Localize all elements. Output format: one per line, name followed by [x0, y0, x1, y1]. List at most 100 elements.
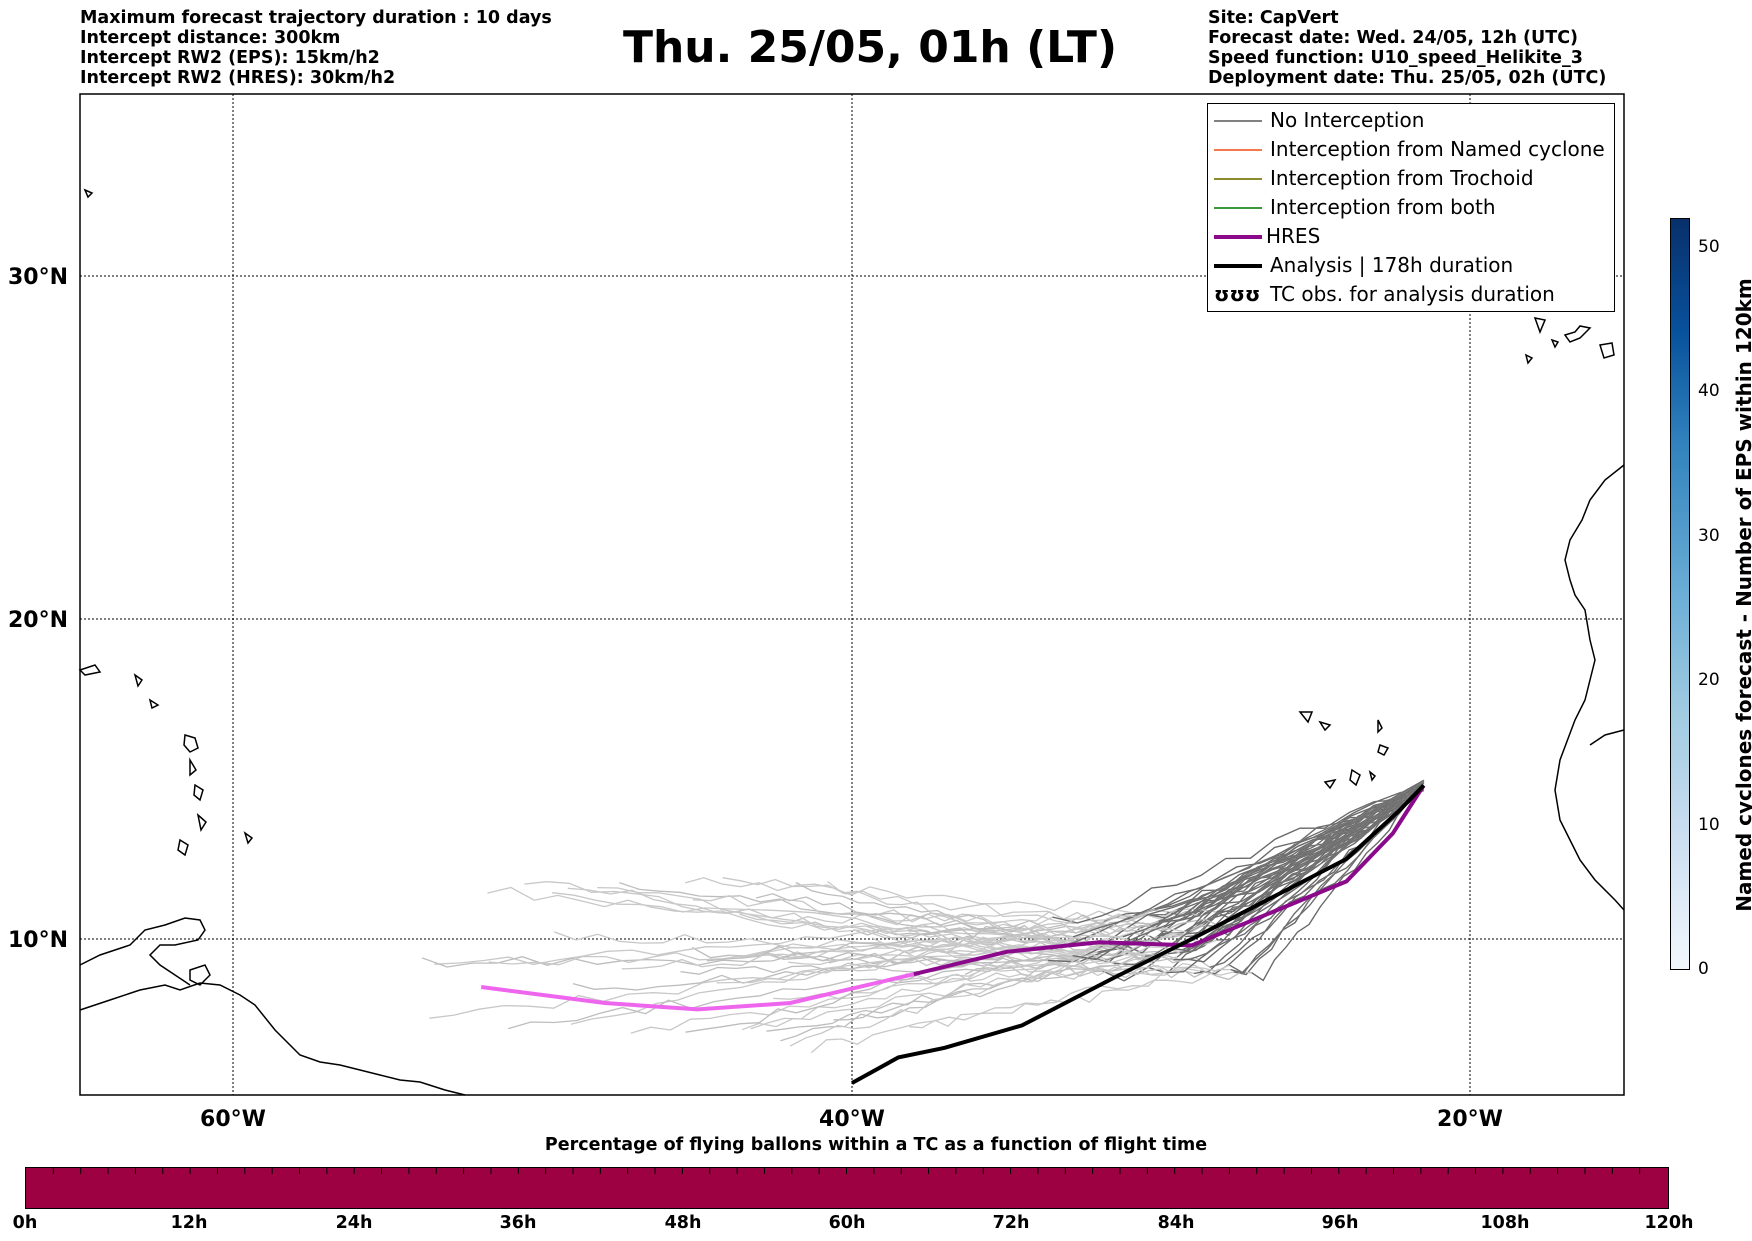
header-right-line: Deployment date: Thu. 25/05, 02h (UTC) — [1208, 68, 1607, 88]
coast-capeverde-3 — [1377, 719, 1383, 734]
header-left: Maximum forecast trajectory duration : 1… — [80, 8, 552, 88]
legend-swatch — [1214, 264, 1262, 268]
legend-item: Interception from both — [1208, 193, 1614, 222]
legend-swatch — [1214, 235, 1262, 239]
coast-antilles-6 — [243, 831, 254, 845]
coast-capeverde-7 — [1368, 770, 1377, 782]
map-legend: No Interception Interception from Named … — [1207, 103, 1615, 312]
coast-antilles-1 — [183, 734, 199, 753]
hbar-tick: 36h — [499, 1213, 537, 1233]
coast-antilles-10 — [83, 188, 94, 199]
coast-south-america — [79, 982, 466, 1096]
legend-item: Interception from Named cyclone — [1208, 135, 1614, 164]
legend-swatch — [1214, 178, 1262, 180]
header-right-line: Forecast date: Wed. 24/05, 12h (UTC) — [1208, 28, 1579, 48]
coast-canary-2 — [1563, 325, 1592, 343]
ensemble-track-near — [1052, 788, 1424, 924]
coast-africa — [1554, 464, 1625, 911]
coast-antilles-4 — [196, 812, 207, 832]
header-right-line: Speed function: U10_speed_Helikite_3 — [1208, 48, 1583, 68]
map-gridlines — [80, 94, 1624, 1095]
vertical-colorbar — [1670, 218, 1690, 970]
header-right-line: Site: CapVert — [1208, 8, 1339, 28]
horizontal-colorbar — [25, 1167, 1669, 1209]
legend-label: Interception from both — [1270, 195, 1496, 219]
hres-track — [913, 784, 1426, 977]
hbar-tick: 108h — [1480, 1213, 1530, 1233]
coast-canary-3 — [1599, 342, 1615, 359]
header-left-line: Intercept distance: 300km — [80, 28, 341, 48]
legend-swatch — [1214, 120, 1262, 122]
legend-label: HRES — [1266, 224, 1321, 248]
coast-capeverde-1 — [1298, 711, 1314, 724]
legend-swatch — [1214, 149, 1262, 151]
hbar-ticks — [52, 1168, 1641, 1174]
tc-symbol-icon: ʊʊʊ — [1214, 282, 1261, 306]
lat-label-10n: 10°N — [8, 928, 68, 953]
hbar-tick: 12h — [170, 1213, 208, 1233]
coast-antilles-8 — [133, 673, 144, 688]
ensemble-track-near — [1174, 780, 1425, 952]
hbar-tick: 24h — [335, 1213, 373, 1233]
hbar-tick: 48h — [664, 1213, 702, 1233]
coast-canary-4 — [1524, 353, 1534, 365]
colorbar-tick: 30 — [1698, 526, 1720, 546]
ensemble-track — [869, 779, 1425, 926]
ensemble-track — [788, 787, 1424, 966]
lon-label-20w: 20°W — [1437, 1107, 1503, 1132]
coast-antilles-9 — [148, 698, 160, 710]
analysis-track — [851, 784, 1426, 1085]
coast-antilles-2 — [189, 757, 197, 777]
colorbar-label: Named cyclones forecast - Number of EPS … — [1732, 278, 1752, 912]
ensemble-track-near — [1233, 788, 1425, 976]
hbar-tick: 60h — [828, 1213, 866, 1233]
hbar-tick: 0h — [12, 1213, 38, 1233]
ensemble-track-near — [1173, 786, 1425, 961]
coast-canary-1 — [1533, 317, 1547, 335]
legend-item: Analysis | 178h duration — [1208, 251, 1614, 280]
legend-label: Interception from Trochoid — [1270, 166, 1534, 190]
ensemble-track-near — [1149, 788, 1424, 948]
coast-capeverde-6 — [1349, 768, 1361, 787]
colorbar-tick: 20 — [1698, 670, 1720, 690]
coastlines — [78, 188, 1625, 1096]
ensemble-trajectories — [421, 779, 1425, 1054]
hres-track-early — [480, 972, 915, 1012]
hbar-tick: 120h — [1644, 1213, 1694, 1233]
horizontal-colorbar-title: Percentage of flying ballons within a TC… — [544, 1135, 1208, 1155]
hbar-tick: 96h — [1321, 1213, 1359, 1233]
legend-item: No Interception — [1208, 106, 1614, 135]
legend-item: HRES — [1208, 222, 1614, 251]
colorbar-tick: 40 — [1698, 381, 1720, 401]
ensemble-track-near — [1072, 786, 1424, 938]
legend-label: Analysis | 178h duration — [1270, 253, 1514, 277]
ensemble-track-near — [1188, 782, 1425, 963]
coast-antilles-7 — [78, 664, 102, 676]
coast-capeverde-5 — [1323, 778, 1337, 790]
lon-label-60w: 60°W — [200, 1107, 266, 1132]
legend-item: ʊʊʊ TC obs. for analysis duration — [1208, 280, 1614, 309]
legend-item: Interception from Trochoid — [1208, 164, 1614, 193]
coast-antilles-5 — [177, 838, 189, 857]
coast-capeverde-2 — [1318, 720, 1332, 732]
coast-capeverde-4 — [1377, 744, 1390, 756]
coast-canary-5 — [1550, 338, 1560, 349]
header-right: Site: CapVert Forecast date: Wed. 24/05,… — [1208, 8, 1606, 88]
colorbar-tick: 50 — [1698, 237, 1720, 257]
lon-label-40w: 40°W — [819, 1107, 885, 1132]
hbar-tick: 72h — [992, 1213, 1030, 1233]
legend-label: Interception from Named cyclone — [1270, 137, 1605, 161]
coast-venezuela-peninsula — [79, 917, 206, 986]
coast-antilles-3 — [193, 783, 204, 802]
legend-label: TC obs. for analysis duration — [1270, 282, 1555, 306]
map-frame — [79, 93, 1625, 1096]
legend-swatch — [1214, 207, 1262, 209]
hbar-tick: 84h — [1157, 1213, 1195, 1233]
lat-label-20n: 20°N — [8, 608, 68, 633]
colorbar-tick: 10 — [1698, 815, 1720, 835]
legend-label: No Interception — [1270, 108, 1425, 132]
coast-island-trinidad — [189, 964, 211, 986]
ensemble-track — [570, 787, 1425, 1025]
ensemble-track — [722, 781, 1425, 935]
